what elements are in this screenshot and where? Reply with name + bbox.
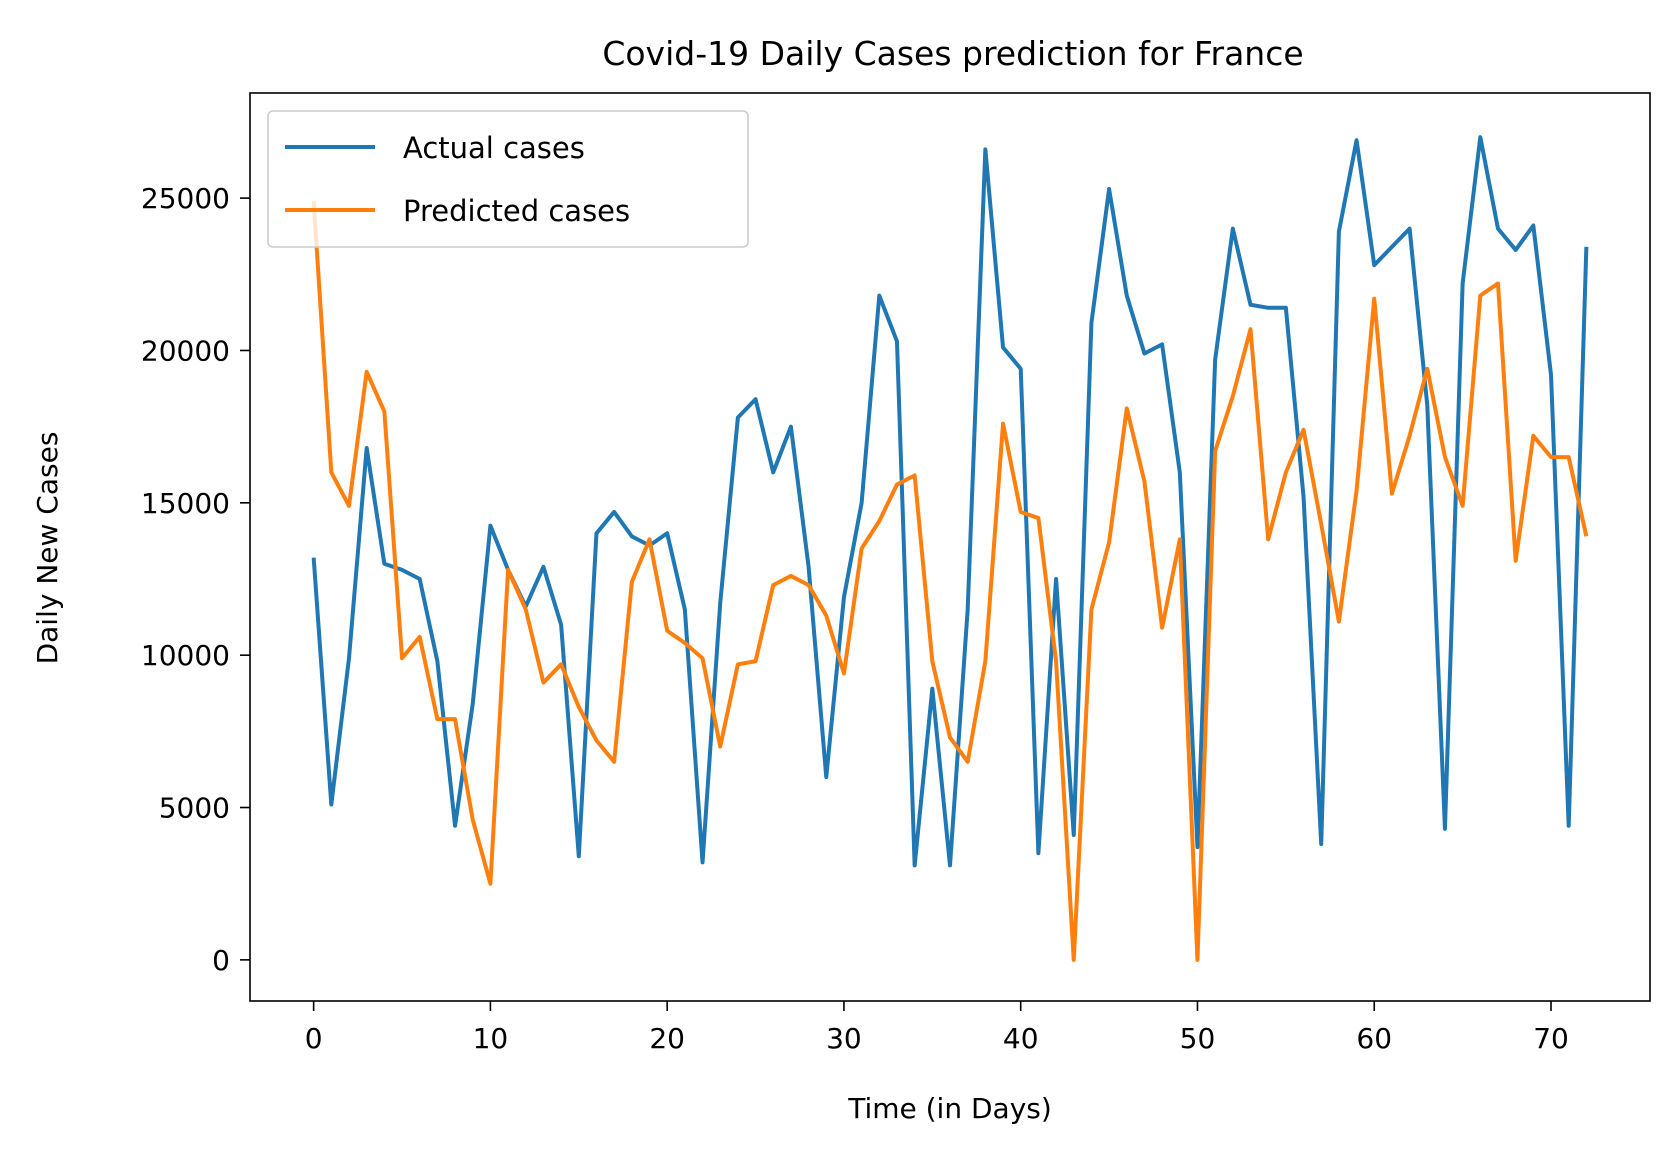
y-axis-label: Daily New Cases [31,432,64,665]
y-tick-label: 25000 [141,182,230,215]
x-axis-label: Time (in Days) [847,1092,1052,1125]
plot-lines [311,135,1589,962]
x-tick-label: 50 [1180,1022,1216,1055]
x-tick-label: 60 [1356,1022,1392,1055]
x-tick-label: 10 [473,1022,509,1055]
plot-frame [249,92,1651,1002]
y-axis-ticks: 0 5000 10000 15000 20000 25000 [141,182,250,977]
y-tick-label: 10000 [141,639,230,672]
chart-title: Covid-19 Daily Cases prediction for Fran… [602,34,1303,73]
x-tick-label: 20 [649,1022,685,1055]
x-tick-label: 70 [1533,1022,1569,1055]
series-line-predicted-cases [311,201,1589,962]
legend-box [267,110,749,248]
x-tick-label: 0 [305,1022,323,1055]
x-tick-label: 30 [826,1022,862,1055]
y-tick-label: 15000 [141,487,230,520]
y-tick-label: 20000 [141,334,230,367]
y-tick-label: 5000 [159,792,230,825]
legend-label-actual-cases: Actual cases [403,131,585,165]
legend: Actual cases Predicted cases [267,110,749,248]
x-axis-ticks: 0 10 20 30 40 50 60 70 [305,1001,1569,1055]
x-tick-label: 40 [1003,1022,1039,1055]
y-tick-label: 0 [212,944,230,977]
legend-label-predicted-cases: Predicted cases [403,194,630,228]
